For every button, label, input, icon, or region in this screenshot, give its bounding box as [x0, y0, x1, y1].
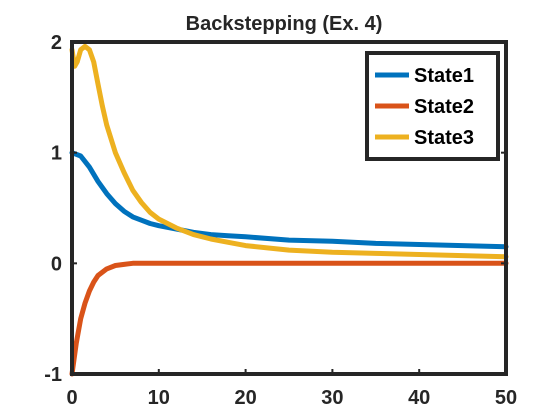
legend-label-state1: State1 [414, 65, 474, 87]
x-tick-label: 10 [148, 387, 170, 409]
legend-label-state2: State2 [414, 96, 474, 118]
series-layer [69, 43, 509, 377]
legend-label-state3: State3 [414, 127, 474, 149]
y-tick-label: -1 [44, 364, 62, 386]
legend: State1 State2 State3 [365, 51, 500, 161]
chart-title: Backstepping (Ex. 4) [186, 13, 383, 35]
series-line-state2 [69, 260, 509, 377]
y-tick-label: 0 [51, 253, 62, 275]
y-tick-label: 2 [51, 32, 62, 54]
series-line-state1 [69, 150, 509, 250]
x-tick-label: 20 [234, 387, 256, 409]
x-tick-label: 50 [495, 387, 517, 409]
x-tick-label: 30 [321, 387, 343, 409]
y-tick-label: 1 [51, 143, 62, 165]
axes-box [70, 40, 508, 376]
x-tick-label: 0 [66, 387, 77, 409]
x-tick-label: 40 [408, 387, 430, 409]
series-line-state3 [69, 43, 509, 260]
